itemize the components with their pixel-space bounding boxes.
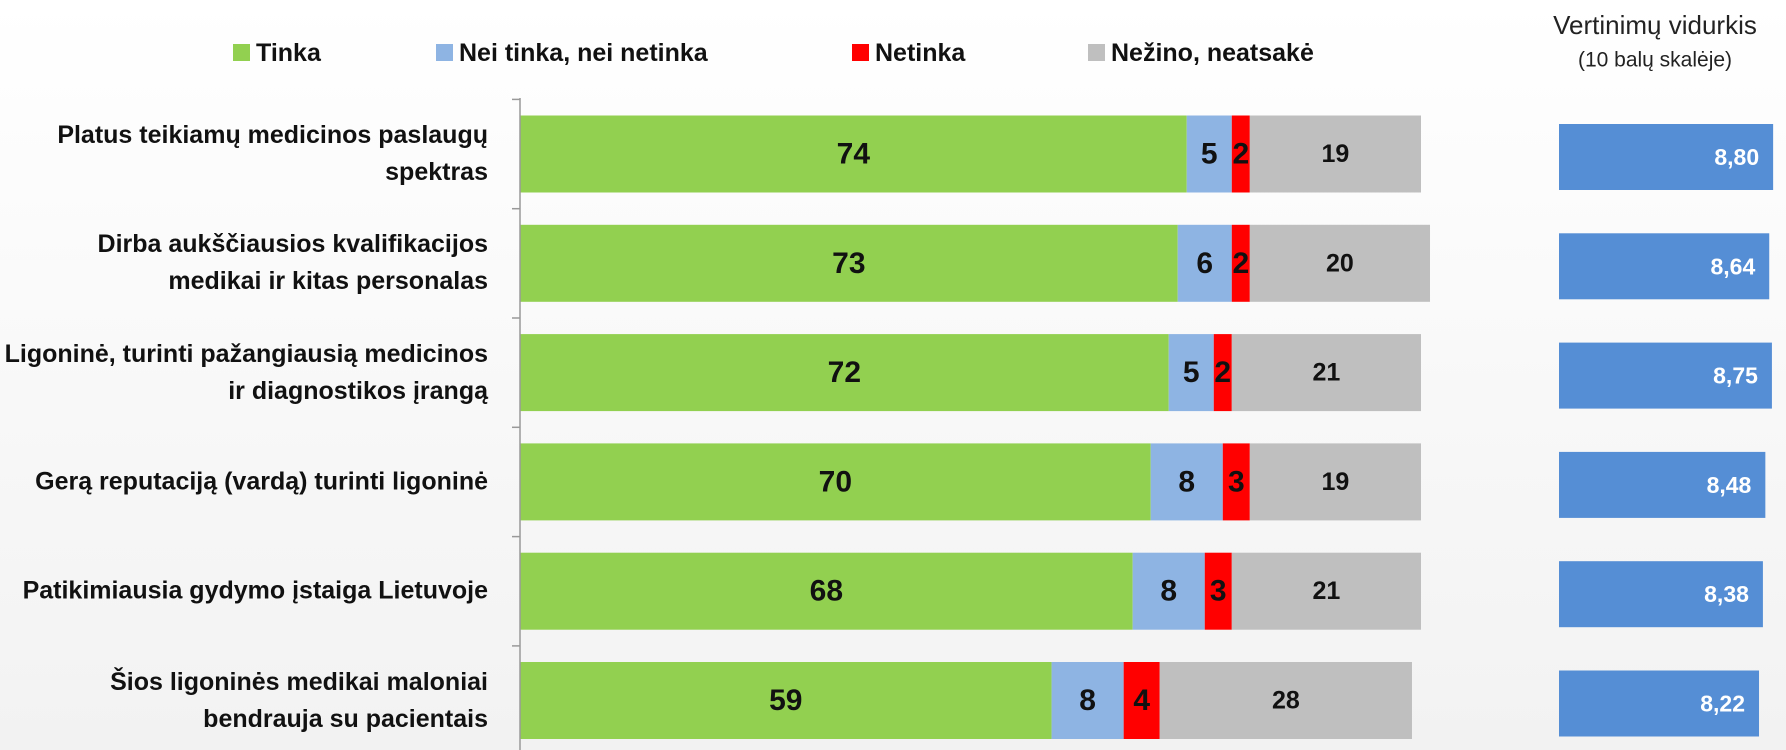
data-label: 3 [1210,575,1227,608]
data-label: 4 [1133,684,1150,717]
legend-label: Netinka [875,39,966,67]
data-label: 21 [1312,577,1340,605]
bar [1559,233,1770,300]
data-label: 74 [837,138,871,171]
data-label: 2 [1232,247,1249,280]
bar-segment [1204,552,1232,630]
data-label: 2 [1214,356,1231,389]
data-label: 72 [828,356,861,389]
data-label: 2 [1232,138,1249,171]
category-label: Dirba aukščiausios kvalifikacijos medika… [97,230,488,296]
bar-segment [1231,552,1421,630]
bar [1559,561,1763,628]
bar-segment [1132,552,1205,630]
data-label: 20 [1326,249,1354,277]
data-label: 68 [810,575,843,608]
bar-segment [520,662,1052,739]
data-label: 19 [1321,468,1349,496]
category-label: Gerą reputaciją (vardą) turinti ligoninė [35,467,488,496]
legend-swatch [1088,44,1105,61]
category-label: Ligoninė, turinti pažangiausią medicinos… [4,339,488,405]
bar-segment [520,115,1187,193]
bar-segment [520,443,1151,521]
bar [1559,670,1760,737]
bar-segment [1249,443,1421,521]
bar-segment [1159,662,1412,739]
data-label: 8,22 [1700,691,1745,717]
chart-title: Vertinimų vidurkis [1553,10,1757,40]
bar-segment [1231,115,1250,193]
data-label: 28 [1272,687,1300,715]
chart-subtitle: (10 balų skalėje) [1578,49,1732,72]
bar-segment [520,552,1133,630]
bar-segment [1249,224,1431,302]
legend-swatch [233,44,250,61]
category-label: Šios ligoninės medikai maloniai bendrauj… [110,667,488,733]
data-label: 19 [1321,140,1349,168]
bar [1559,451,1766,518]
bar-segment [1213,334,1232,412]
data-label: 8 [1160,575,1177,608]
data-label: 8 [1178,465,1195,498]
legend-label: Nei tinka, nei netinka [459,39,709,67]
bar-segment [1249,115,1421,193]
category-label: Patikimiausia gydymo įstaiga Lietuvoje [22,576,488,605]
legend-label: Tinka [256,39,322,67]
bar-segment [520,334,1169,412]
bar [1559,124,1774,190]
legend-label: Nežino, neatsakė [1111,39,1314,67]
bar [1559,342,1772,409]
bar-segment [1231,224,1250,302]
legend-swatch [852,44,869,61]
bar-segment [1231,334,1421,412]
bar-segment [1186,115,1232,193]
data-label: 3 [1228,465,1245,498]
bar-segment [520,224,1178,302]
data-label: 59 [769,684,802,717]
bar-segment [1123,662,1160,739]
data-label: 70 [819,465,852,498]
data-label: 8,80 [1714,144,1759,170]
data-label: 8 [1079,684,1096,717]
data-label: 8,64 [1710,253,1755,279]
bar-segment [1150,443,1223,521]
data-label: 8,48 [1707,472,1752,498]
data-label: 73 [832,247,865,280]
data-label: 6 [1196,247,1213,280]
bar-segment [1051,662,1124,739]
data-label: 21 [1312,359,1340,387]
bar-segment [1177,224,1232,302]
data-label: 8,38 [1704,581,1749,607]
data-label: 5 [1183,356,1200,389]
data-label: 8,75 [1713,363,1758,389]
bar-segment [1168,334,1214,412]
data-label: 5 [1201,138,1218,171]
bar-segment [1222,443,1250,521]
legend-swatch [436,44,453,61]
category-label: Platus teikiamų medicinos paslaugų spekt… [57,121,488,186]
